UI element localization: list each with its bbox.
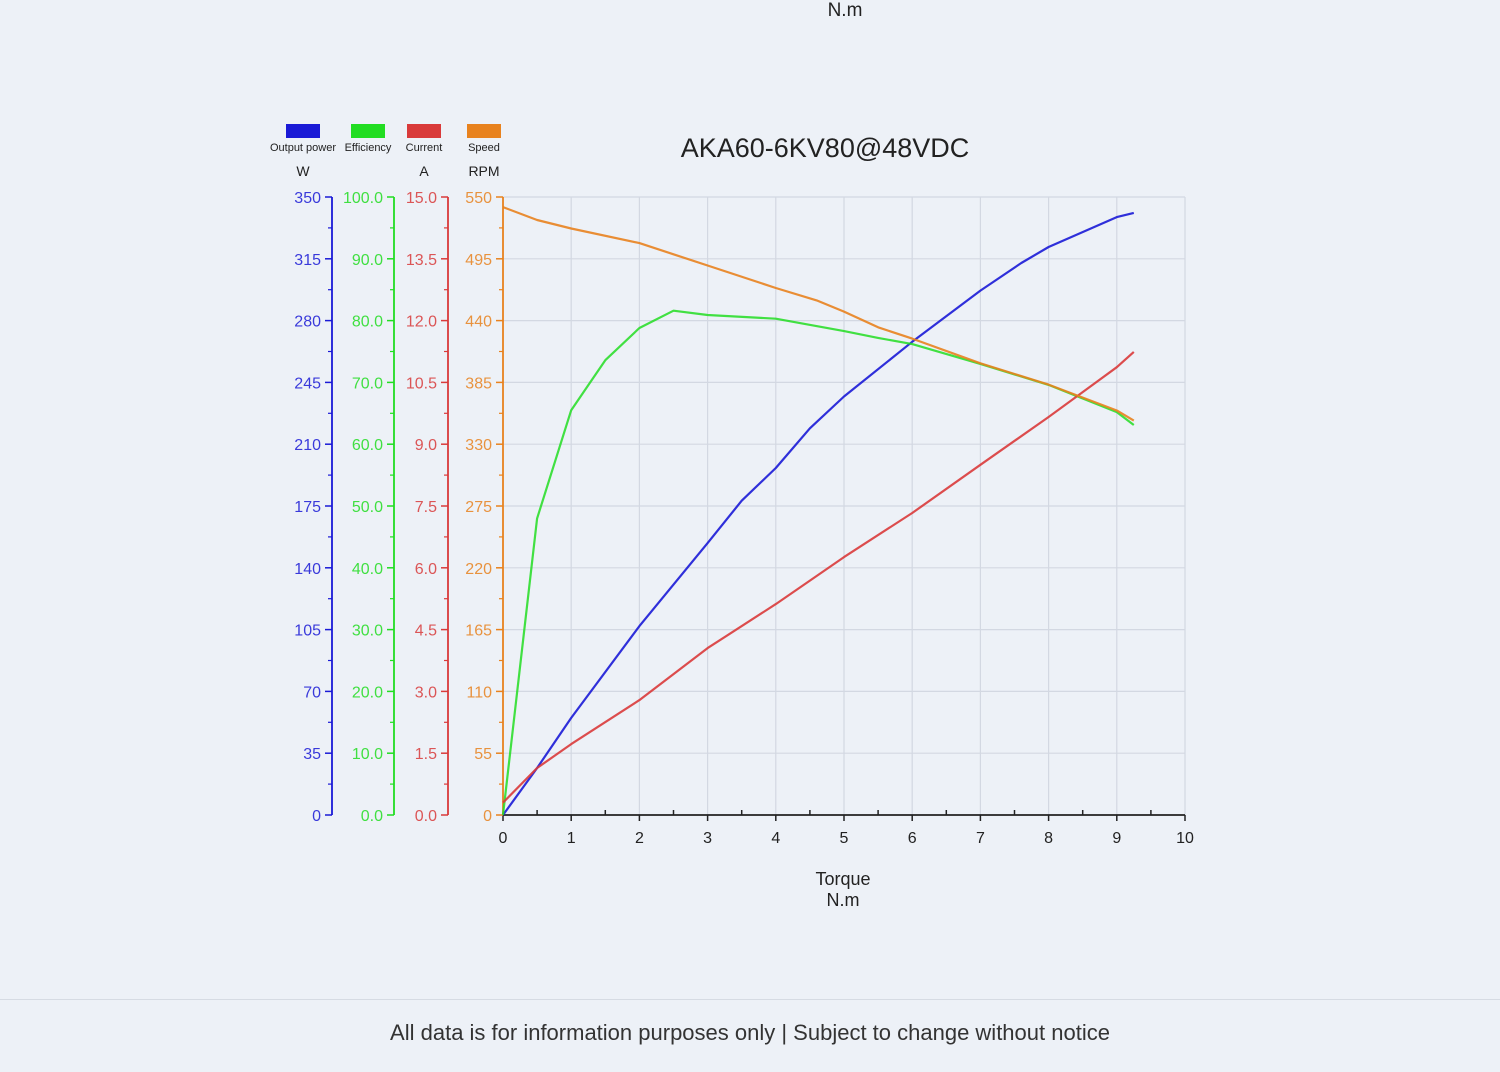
- y-tick-label-efficiency: 80.0: [352, 314, 383, 331]
- x-tick-label: 7: [976, 830, 985, 847]
- y-tick-label-speed: 275: [465, 499, 492, 516]
- x-tick-label: 8: [1044, 830, 1053, 847]
- footer-divider: [0, 999, 1500, 1000]
- y-tick-label-efficiency: 10.0: [352, 746, 383, 763]
- y-tick-label-efficiency: 70.0: [352, 375, 383, 392]
- y-tick-label-speed: 385: [465, 375, 492, 392]
- x-tick-label: 1: [567, 830, 576, 847]
- series-line-output-power: [502, 211, 1135, 816]
- x-tick-label: 6: [908, 830, 917, 847]
- legend-swatch-efficiency: [351, 124, 385, 138]
- x-axis-label: Torque: [815, 869, 870, 889]
- x-tick-label: 2: [635, 830, 644, 847]
- x-tick-label: 5: [840, 830, 849, 847]
- y-tick-label-current: 0.0: [415, 808, 437, 825]
- x-tick-label: 10: [1176, 830, 1194, 847]
- y-tick-label-current: 15.0: [406, 190, 437, 207]
- legend-label-speed: Speed: [468, 142, 500, 154]
- axis-unit-current: A: [419, 163, 429, 179]
- y-tick-label-output-power: 175: [294, 499, 321, 516]
- y-tick-label-output-power: 210: [294, 437, 321, 454]
- y-tick-label-speed: 55: [474, 746, 492, 763]
- y-tick-label-efficiency: 30.0: [352, 623, 383, 640]
- legend-swatch-speed: [467, 124, 501, 138]
- y-tick-label-efficiency: 90.0: [352, 252, 383, 269]
- y-tick-label-current: 7.5: [415, 499, 437, 516]
- y-tick-label-current: 3.0: [415, 684, 437, 701]
- y-tick-label-speed: 550: [465, 190, 492, 207]
- legend-label-efficiency: Efficiency: [345, 142, 392, 154]
- legend-label-output-power: Output power: [270, 142, 336, 154]
- y-tick-label-current: 13.5: [406, 252, 437, 269]
- top-unit-label: N.m: [827, 0, 863, 21]
- y-tick-label-efficiency: 60.0: [352, 437, 383, 454]
- x-tick-label: 9: [1112, 830, 1121, 847]
- y-tick-label-efficiency: 0.0: [361, 808, 383, 825]
- axis-unit-output-power: W: [296, 163, 310, 179]
- y-tick-label-current: 10.5: [406, 375, 437, 392]
- y-tick-label-speed: 495: [465, 252, 492, 269]
- axis-unit-speed: RPM: [468, 163, 499, 179]
- legend-swatch-current: [407, 124, 441, 138]
- legend-label-current: Current: [406, 142, 443, 154]
- chart-title: AKA60-6KV80@48VDC: [681, 133, 970, 163]
- y-tick-label-current: 12.0: [406, 314, 437, 331]
- y-tick-label-output-power: 245: [294, 375, 321, 392]
- y-tick-label-output-power: 140: [294, 561, 321, 578]
- y-tick-label-speed: 440: [465, 314, 492, 331]
- y-tick-label-output-power: 0: [312, 808, 321, 825]
- y-tick-label-output-power: 280: [294, 314, 321, 331]
- y-tick-label-efficiency: 50.0: [352, 499, 383, 516]
- x-tick-label: 4: [771, 830, 780, 847]
- y-tick-label-speed: 220: [465, 561, 492, 578]
- y-tick-label-efficiency: 100.0: [343, 190, 383, 207]
- legend-swatch-output-power: [286, 124, 320, 138]
- y-tick-label-output-power: 105: [294, 623, 321, 640]
- y-tick-label-efficiency: 20.0: [352, 684, 383, 701]
- y-tick-label-current: 6.0: [415, 561, 437, 578]
- y-tick-label-current: 9.0: [415, 437, 437, 454]
- y-tick-label-efficiency: 40.0: [352, 561, 383, 578]
- footer-disclaimer: All data is for information purposes onl…: [390, 1020, 1110, 1045]
- y-tick-label-current: 1.5: [415, 746, 437, 763]
- y-tick-label-speed: 330: [465, 437, 492, 454]
- series-line-speed: [502, 206, 1135, 422]
- x-tick-label: 3: [703, 830, 712, 847]
- y-tick-label-output-power: 350: [294, 190, 321, 207]
- y-tick-label-speed: 0: [483, 808, 492, 825]
- series-line-current: [502, 351, 1135, 804]
- y-tick-label-current: 4.5: [415, 623, 437, 640]
- y-tick-label-speed: 110: [466, 684, 492, 701]
- y-tick-label-output-power: 70: [303, 684, 321, 701]
- x-axis-unit: N.m: [827, 890, 860, 910]
- y-tick-label-speed: 165: [465, 623, 492, 640]
- x-tick-label: 0: [499, 830, 508, 847]
- y-tick-label-output-power: 315: [294, 252, 321, 269]
- y-tick-label-output-power: 35: [303, 746, 321, 763]
- series-line-efficiency: [501, 309, 1135, 816]
